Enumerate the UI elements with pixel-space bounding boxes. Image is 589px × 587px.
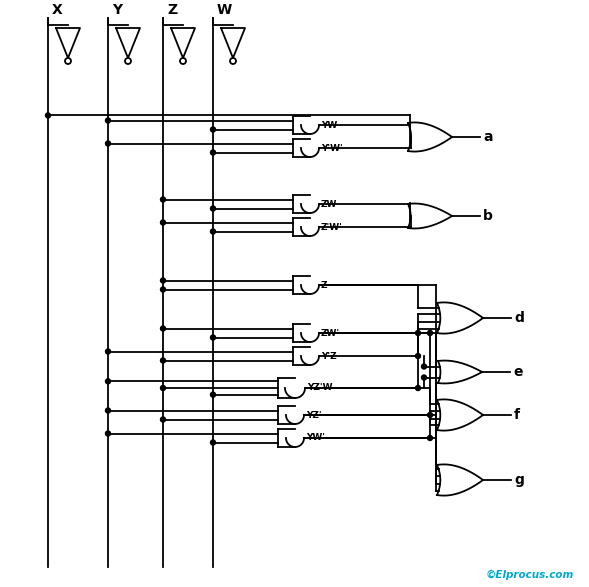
Circle shape <box>210 150 216 155</box>
Circle shape <box>210 392 216 397</box>
Circle shape <box>125 58 131 64</box>
Circle shape <box>210 335 216 340</box>
Text: b: b <box>483 209 493 223</box>
Circle shape <box>210 440 216 445</box>
Text: Y: Y <box>112 3 122 17</box>
Text: Z: Z <box>167 3 177 17</box>
Text: ©Elprocus.com: ©Elprocus.com <box>486 570 574 580</box>
Circle shape <box>422 375 426 380</box>
Text: d: d <box>514 311 524 325</box>
Circle shape <box>160 417 166 422</box>
Circle shape <box>415 353 421 359</box>
Text: Z: Z <box>321 281 327 289</box>
Text: X: X <box>52 3 63 17</box>
Circle shape <box>65 58 71 64</box>
Circle shape <box>210 229 216 234</box>
Text: ZW': ZW' <box>321 329 340 338</box>
Circle shape <box>105 408 111 413</box>
Circle shape <box>428 330 432 336</box>
Circle shape <box>105 141 111 146</box>
Circle shape <box>105 118 111 123</box>
Text: Y'Z: Y'Z <box>321 352 337 360</box>
Circle shape <box>160 220 166 225</box>
Circle shape <box>160 287 166 292</box>
Text: YW: YW <box>321 120 337 130</box>
Circle shape <box>428 413 432 417</box>
Circle shape <box>160 197 166 202</box>
Circle shape <box>210 206 216 211</box>
Text: g: g <box>514 473 524 487</box>
Circle shape <box>105 379 111 384</box>
Circle shape <box>415 386 421 390</box>
Text: W: W <box>217 3 232 17</box>
Circle shape <box>160 326 166 331</box>
Circle shape <box>180 58 186 64</box>
Text: YZ': YZ' <box>306 410 322 420</box>
Circle shape <box>45 113 51 118</box>
Text: ZW: ZW <box>321 200 337 208</box>
Circle shape <box>422 364 426 369</box>
Circle shape <box>105 349 111 354</box>
Text: f: f <box>514 408 520 422</box>
Circle shape <box>160 386 166 390</box>
Circle shape <box>230 58 236 64</box>
Circle shape <box>160 358 166 363</box>
Text: e: e <box>513 365 522 379</box>
Text: Y'W': Y'W' <box>321 143 343 153</box>
Text: YW': YW' <box>306 434 325 443</box>
Circle shape <box>105 431 111 436</box>
Circle shape <box>210 127 216 132</box>
Text: Z'W': Z'W' <box>321 222 343 231</box>
Circle shape <box>415 330 421 336</box>
Circle shape <box>428 436 432 440</box>
Text: a: a <box>483 130 492 144</box>
Circle shape <box>160 278 166 283</box>
Text: YZ'W: YZ'W <box>307 383 333 393</box>
